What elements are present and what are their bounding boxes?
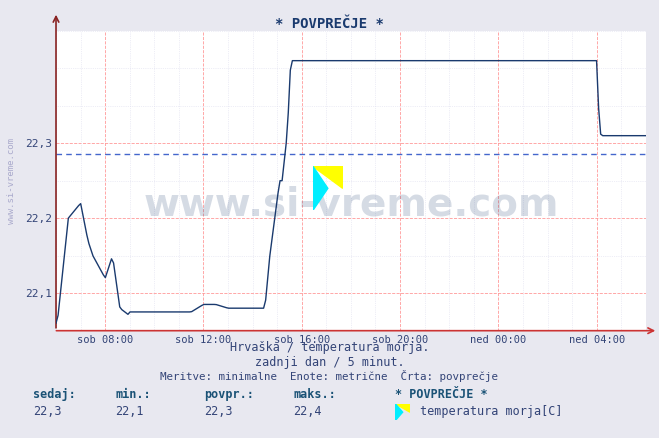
Polygon shape [313,166,343,188]
Text: povpr.:: povpr.: [204,388,254,401]
Text: temperatura morja[C]: temperatura morja[C] [420,405,563,418]
Text: www.si-vreme.com: www.si-vreme.com [143,186,559,224]
Polygon shape [395,404,403,420]
Text: maks.:: maks.: [293,388,336,401]
Polygon shape [313,166,328,210]
Text: www.si-vreme.com: www.si-vreme.com [7,138,16,224]
Text: Meritve: minimalne  Enote: metrične  Črta: povprečje: Meritve: minimalne Enote: metrične Črta:… [161,370,498,382]
Text: 22,4: 22,4 [293,405,322,418]
Text: 22,1: 22,1 [115,405,144,418]
Text: sedaj:: sedaj: [33,388,76,401]
Text: min.:: min.: [115,388,151,401]
Text: zadnji dan / 5 minut.: zadnji dan / 5 minut. [254,356,405,369]
Polygon shape [395,404,410,412]
Text: 22,3: 22,3 [33,405,61,418]
Text: Hrvaška / temperatura morja.: Hrvaška / temperatura morja. [230,341,429,354]
Text: * POVPREČJE *: * POVPREČJE * [395,388,488,401]
Text: 22,3: 22,3 [204,405,233,418]
Text: * POVPREČJE *: * POVPREČJE * [275,17,384,31]
